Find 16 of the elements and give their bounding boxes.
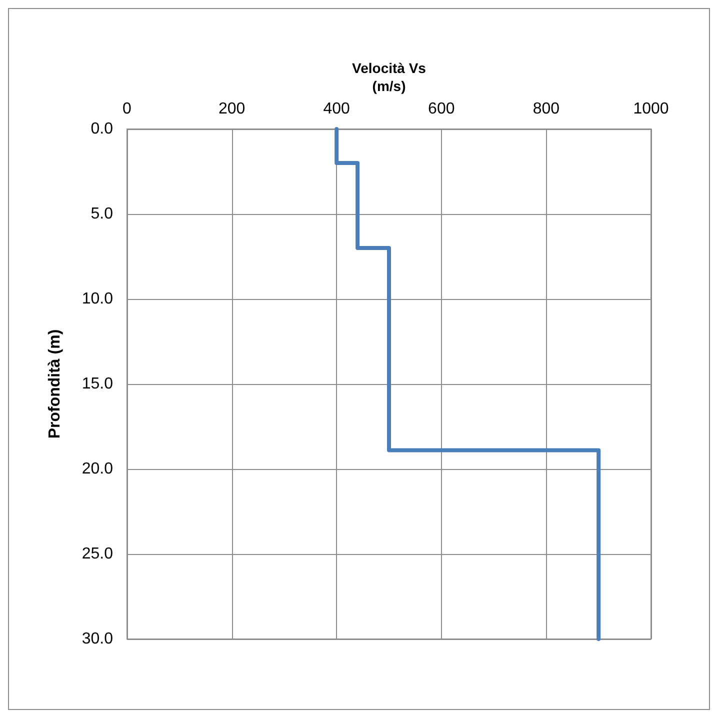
y-tick-label: 0.0 xyxy=(90,120,114,138)
y-tick-label: 10.0 xyxy=(82,290,114,308)
y-tick-label: 30.0 xyxy=(82,630,114,648)
y-tick-label: 20.0 xyxy=(82,460,114,478)
y-tick-label: 5.0 xyxy=(90,206,114,222)
x-tick-label: 0 xyxy=(122,100,132,118)
y-tick-label: 25.0 xyxy=(82,546,114,562)
x-tick-label: 200 xyxy=(218,100,246,118)
x-tick-label: 800 xyxy=(532,100,560,118)
y-tick-label: 15.0 xyxy=(82,376,114,392)
x-tick-label: 1000 xyxy=(633,100,669,118)
x-tick-label: 600 xyxy=(428,100,455,118)
line-series xyxy=(334,127,601,641)
x-axis-title: Velocità Vs (m/s) xyxy=(352,60,426,94)
x-tick-label: 400 xyxy=(323,100,350,118)
y-axis-title: Profondità (m) xyxy=(46,329,64,439)
